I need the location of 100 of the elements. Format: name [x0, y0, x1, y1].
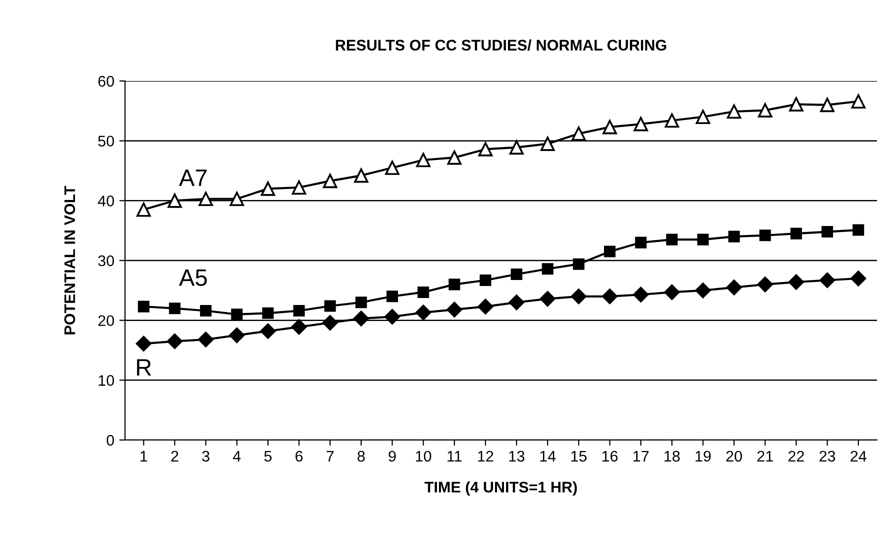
point [418, 286, 430, 298]
x-tick-label: 20 [726, 450, 742, 462]
point [416, 304, 432, 320]
point [446, 302, 462, 318]
x-tick-label: 21 [757, 450, 773, 462]
point [508, 294, 524, 310]
x-tick-label: 1 [140, 450, 148, 462]
point [200, 304, 212, 317]
point [447, 150, 462, 165]
y-tick-label: 30 [98, 255, 114, 266]
point [757, 276, 773, 292]
y-tick-label: 40 [98, 196, 114, 206]
point [291, 319, 307, 335]
point [293, 304, 305, 317]
point [604, 246, 616, 258]
point [728, 230, 740, 242]
point [229, 328, 245, 344]
y-tick-label: 10 [98, 375, 114, 386]
point [324, 300, 336, 312]
x-tick-label: 17 [634, 450, 649, 462]
point [572, 126, 586, 141]
point [230, 192, 244, 206]
point [322, 174, 338, 188]
point [788, 274, 804, 290]
point [634, 116, 648, 132]
point [166, 333, 182, 350]
y-tick-label: 20 [98, 315, 114, 326]
point [822, 226, 834, 238]
point [292, 180, 306, 195]
point [480, 274, 492, 286]
y-tick-label: 0 [106, 434, 114, 446]
x-tick-label: 8 [358, 450, 365, 462]
x-tick-label: 5 [264, 450, 272, 462]
point [602, 120, 617, 134]
y-axis-title: POTENTIAL IN VOLT [64, 186, 76, 334]
point [509, 140, 524, 155]
series-label: A7 [178, 170, 207, 186]
point [322, 314, 338, 331]
point [758, 103, 772, 118]
point [852, 224, 864, 236]
series-label: A5 [178, 270, 207, 286]
point [572, 258, 584, 270]
x-tick-label: 10 [416, 450, 432, 462]
point [666, 234, 678, 246]
point [386, 290, 398, 302]
point [136, 202, 151, 217]
chart-title: RESULTS OF CC STUDIES/ NORMAL CURING [336, 39, 666, 51]
point [384, 308, 400, 325]
point [168, 302, 180, 314]
point [355, 296, 367, 308]
x-tick-label: 4 [232, 450, 241, 462]
x-tick-label: 19 [696, 450, 711, 462]
point [635, 236, 647, 248]
point [726, 104, 742, 119]
x-tick-label: 18 [664, 450, 680, 462]
point [633, 286, 649, 302]
series-label: R [137, 359, 152, 376]
x-tick-label: 9 [388, 450, 396, 462]
point [540, 291, 556, 307]
point [478, 142, 493, 156]
point [510, 268, 522, 280]
point [168, 194, 182, 208]
point [416, 152, 430, 168]
point [789, 97, 804, 112]
x-tick-label: 2 [171, 450, 178, 462]
point [198, 192, 213, 206]
point [260, 323, 276, 339]
point [138, 300, 150, 312]
point [354, 168, 368, 183]
point [478, 298, 494, 314]
x-axis-title: TIME (4 UNITS=1 HR) [424, 481, 577, 496]
point [540, 136, 555, 151]
point [448, 278, 460, 290]
point [602, 288, 618, 304]
x-tick-label: 12 [478, 450, 494, 462]
point [820, 98, 834, 112]
point [726, 280, 742, 296]
point [353, 310, 369, 326]
point [697, 234, 709, 246]
point [696, 110, 710, 124]
point [851, 94, 866, 108]
x-tick-label: 6 [296, 450, 303, 462]
x-tick-label: 15 [571, 450, 587, 462]
point [385, 160, 400, 175]
point [664, 113, 680, 128]
x-tick-label: 3 [202, 450, 210, 462]
x-tick-label: 23 [820, 450, 836, 462]
point [759, 230, 771, 242]
x-tick-label: 22 [788, 450, 804, 462]
point [198, 332, 214, 348]
point [260, 182, 276, 196]
x-tick-label: 7 [326, 450, 334, 462]
point [136, 336, 152, 352]
x-tick-label: 11 [448, 450, 462, 462]
point [850, 270, 866, 286]
point [262, 307, 274, 319]
point [231, 308, 243, 320]
y-tick-label: 50 [98, 136, 114, 147]
y-tick-label: 60 [98, 76, 114, 87]
x-tick-label: 16 [602, 450, 618, 462]
